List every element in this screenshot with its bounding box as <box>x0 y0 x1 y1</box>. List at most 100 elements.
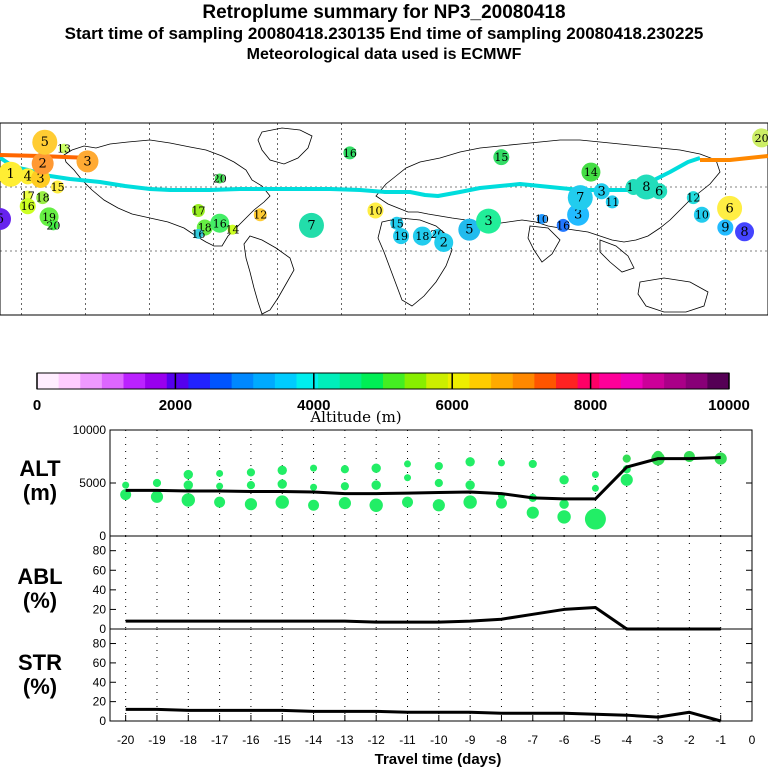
alt-cluster-dot <box>216 469 224 477</box>
abl-y-tick-label: 0 <box>99 622 106 636</box>
alt-cluster-dot <box>497 459 505 467</box>
colorbar-swatch <box>37 373 60 389</box>
x-tick-label: -17 <box>211 733 229 747</box>
abl-title: ABL <box>17 564 62 589</box>
x-tick-label: -15 <box>274 733 292 747</box>
map-cluster-label: 16 <box>21 200 35 213</box>
map-cluster-label: 15 <box>51 181 65 194</box>
x-tick-label: -18 <box>180 733 198 747</box>
colorbar-swatch <box>404 373 427 389</box>
map-cluster-dot <box>32 129 58 155</box>
colorbar-swatch <box>447 373 470 389</box>
map-cluster-label: 12 <box>253 209 267 222</box>
map-cluster-label: 19 <box>394 230 408 243</box>
str-frame <box>109 628 753 722</box>
x-tick-label: -20 <box>117 733 135 747</box>
abl-units: (%) <box>23 588 57 613</box>
coast-australia <box>637 277 709 313</box>
map-cluster-dot <box>493 149 510 166</box>
alt-y-tick-label: 5000 <box>79 476 106 490</box>
map-cluster-dot <box>556 218 570 232</box>
alt-cluster-dot <box>495 497 507 509</box>
map-cluster: 5 <box>32 129 58 155</box>
colorbar-swatch <box>642 373 665 389</box>
alt-cluster-dot <box>277 479 287 489</box>
colorbar-swatch <box>339 373 362 389</box>
map-cluster-dot <box>434 232 454 252</box>
map-cluster: 7 <box>567 185 593 211</box>
colorbar-swatch <box>145 373 168 389</box>
map-cluster-label: 6 <box>655 184 663 199</box>
alt-cluster-dot <box>310 464 318 472</box>
alt-cluster-dot <box>371 463 381 473</box>
alt-cluster-dot <box>214 496 226 508</box>
map-cluster: 5 <box>0 208 11 230</box>
map-cluster-dot <box>19 198 36 215</box>
map-cluster-dot <box>0 208 11 230</box>
colorbar-tick-label: 4000 <box>297 397 330 414</box>
plume-track-east <box>700 154 768 162</box>
alt-y-tick-label: 10000 <box>73 423 107 437</box>
alt-cluster-dot <box>277 465 287 475</box>
alt-cluster-dot <box>620 473 633 486</box>
alt-cluster-dot <box>557 510 571 524</box>
map-cluster-label: 20 <box>213 172 227 185</box>
map-cluster-dot <box>390 216 404 230</box>
map-cluster-dot <box>36 191 50 205</box>
map-cluster: 2 <box>434 232 454 252</box>
map-cluster-label: 20 <box>755 132 768 145</box>
map-cluster: 11 <box>605 195 619 209</box>
map-cluster-label: 3 <box>574 208 582 223</box>
map-cluster-label: 2 <box>39 157 47 172</box>
altitude-colorbar: 0 2000 4000 6000 8000 10000 <box>33 372 750 414</box>
x-tick-label: -4 <box>621 733 632 747</box>
colorbar-swatch <box>512 373 535 389</box>
map-cluster-label: 18 <box>415 230 429 243</box>
map-cluster-dot <box>593 183 610 200</box>
map-cluster-dot <box>227 224 238 235</box>
map-cluster-dot <box>0 161 24 187</box>
colorbar-swatch <box>210 373 233 389</box>
map-cluster-dot <box>735 222 755 242</box>
map-cluster: 16 <box>210 213 230 233</box>
x-tick-label: -19 <box>148 733 166 747</box>
map-cluster-dot <box>412 226 432 246</box>
colorbar-swatch <box>685 373 708 389</box>
map-cluster-dot <box>22 190 33 201</box>
map-cluster: 3 <box>476 208 502 234</box>
map-cluster: 12 <box>686 191 700 205</box>
colorbar-tick-label: 2000 <box>159 397 192 414</box>
map-cluster-dot <box>343 146 357 160</box>
map-cluster-label: 20 <box>46 219 60 232</box>
alt-cluster-dot <box>434 478 443 488</box>
colorbar-label: Altitude (m) <box>309 408 401 426</box>
map-cluster-label: 17 <box>191 204 205 217</box>
map-frame <box>0 122 768 316</box>
map-cluster-dot <box>210 213 230 233</box>
alt-cluster-dot <box>369 498 383 512</box>
x-tick-label: -10 <box>430 733 448 747</box>
alt-series-line <box>125 456 721 501</box>
abl-y-tick-label: 20 <box>93 602 107 616</box>
abl-series-line <box>125 605 721 631</box>
x-tick-label: -7 <box>527 733 538 747</box>
chart-title: Retroplume summary for NP3_20080418 <box>202 2 566 23</box>
map-cluster-label: 3 <box>36 171 44 186</box>
alt-panel: ALT (m) <box>19 429 753 537</box>
map-cluster-label: 18 <box>36 192 50 205</box>
alt-cluster-dot <box>122 481 130 489</box>
alt-cluster-dot <box>465 457 475 467</box>
map-cluster-dot <box>651 183 668 200</box>
colorbar-swatch <box>620 373 643 389</box>
map-cluster: 19 <box>393 228 410 245</box>
x-tick-label: -8 <box>496 733 507 747</box>
colorbar-swatch <box>188 373 211 389</box>
map-cluster: 3 <box>593 183 610 200</box>
map-cluster-dot <box>567 185 593 211</box>
alt-cluster-dot <box>559 475 569 485</box>
map-cluster-label: 15 <box>390 217 404 230</box>
